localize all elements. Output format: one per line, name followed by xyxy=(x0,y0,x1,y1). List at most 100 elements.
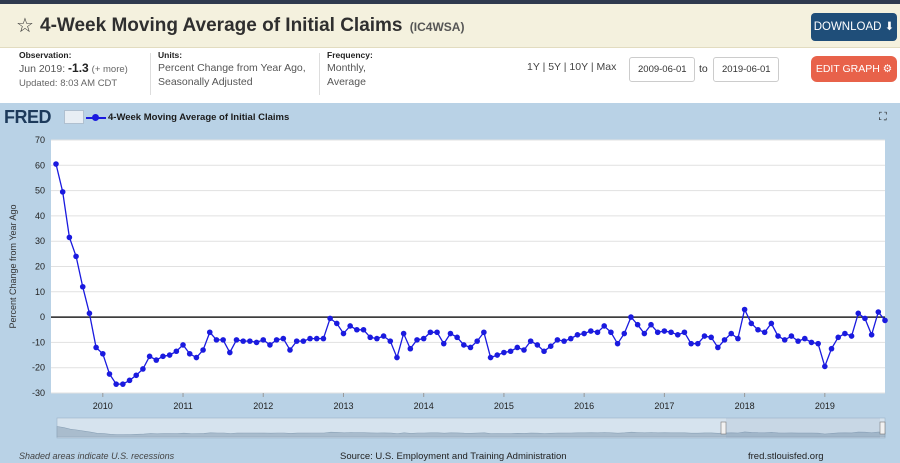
data-point xyxy=(788,333,795,339)
data-point xyxy=(434,329,440,336)
data-point xyxy=(59,189,66,195)
data-point xyxy=(206,329,213,336)
data-point xyxy=(86,310,93,317)
fullscreen-icon[interactable]: ⛶ xyxy=(879,111,887,123)
data-point xyxy=(668,329,674,336)
data-point xyxy=(313,335,320,342)
data-point xyxy=(541,348,547,355)
data-point xyxy=(467,344,474,351)
data-point xyxy=(227,349,233,356)
data-point xyxy=(474,338,480,344)
y-tick-label: 0 xyxy=(40,312,45,322)
data-point xyxy=(240,338,246,344)
start-date-input[interactable]: 2009-06-01 xyxy=(629,57,695,82)
star-icon[interactable]: ☆ xyxy=(16,15,34,37)
data-point xyxy=(327,315,333,322)
data-point xyxy=(106,371,113,377)
data-point xyxy=(755,326,761,333)
data-point xyxy=(842,330,848,337)
y-axis-label: Percent Change from Year Ago xyxy=(8,204,18,328)
data-point xyxy=(674,332,681,338)
data-point xyxy=(614,340,621,347)
navigator-right-handle[interactable] xyxy=(879,421,886,435)
frequency-line1: Monthly, xyxy=(327,62,366,74)
data-point xyxy=(514,344,521,351)
x-tick-label: 2010 xyxy=(93,401,113,411)
download-icon: ⬇ xyxy=(884,21,895,33)
data-point xyxy=(882,317,888,324)
x-tick-label: 2013 xyxy=(333,401,353,411)
to-label: to xyxy=(699,63,708,75)
data-point xyxy=(781,337,788,343)
data-point xyxy=(601,323,608,329)
data-point xyxy=(748,320,755,327)
observation-more-link[interactable]: (+ more) xyxy=(91,64,128,75)
data-point xyxy=(862,315,868,322)
x-tick-label: 2018 xyxy=(735,401,755,411)
data-point xyxy=(93,344,99,351)
data-point xyxy=(193,354,200,361)
data-point xyxy=(741,306,748,313)
edit-graph-button[interactable]: EDIT GRAPH ⚙ xyxy=(811,56,897,82)
data-point xyxy=(447,330,454,337)
data-point xyxy=(320,335,327,342)
data-point xyxy=(407,345,414,352)
observation-block: Observation: Jun 2019: -1.3 (+ more) Upd… xyxy=(19,50,147,100)
data-point xyxy=(173,348,180,355)
gear-icon: ⚙ xyxy=(882,63,893,75)
data-point xyxy=(66,234,73,241)
data-point xyxy=(140,366,146,372)
data-point xyxy=(661,328,668,334)
frequency-line2: Average xyxy=(327,76,366,88)
data-point xyxy=(574,332,581,338)
x-tick-label: 2017 xyxy=(654,401,674,411)
data-point xyxy=(233,337,240,343)
range-selector[interactable]: 1Y | 5Y | 10Y | Max xyxy=(527,61,617,73)
end-date-input[interactable]: 2019-06-01 xyxy=(713,57,779,82)
legend-dot-swatch xyxy=(92,114,99,121)
data-point xyxy=(99,350,106,357)
x-tick-label: 2015 xyxy=(494,401,514,411)
data-point xyxy=(73,253,79,260)
data-point xyxy=(554,337,561,343)
x-tick-label: 2012 xyxy=(253,401,273,411)
data-point xyxy=(300,338,307,344)
x-tick-label: 2016 xyxy=(574,401,594,411)
observation-value: -1.3 xyxy=(68,61,89,75)
data-point xyxy=(146,353,153,360)
data-point xyxy=(534,342,541,348)
data-point xyxy=(567,335,574,342)
data-point xyxy=(721,337,728,343)
data-point xyxy=(494,352,501,358)
observation-date: Jun 2019: xyxy=(19,63,66,75)
data-point xyxy=(367,334,374,341)
data-point xyxy=(634,321,641,328)
data-point xyxy=(507,348,514,355)
legend-series-name: 4-Week Moving Average of Initial Claims xyxy=(108,112,290,123)
data-point xyxy=(280,335,287,342)
data-point xyxy=(715,344,721,351)
download-button[interactable]: DOWNLOAD ⬇ xyxy=(811,13,897,41)
data-point xyxy=(253,339,260,346)
frequency-block: Frequency: Monthly, Average xyxy=(327,50,397,100)
data-point xyxy=(654,329,661,336)
data-point xyxy=(79,283,86,290)
site-link[interactable]: fred.stlouisfed.org xyxy=(748,451,824,462)
data-point xyxy=(153,357,160,363)
data-point xyxy=(113,381,119,387)
x-tick-label: 2019 xyxy=(815,401,835,411)
data-point xyxy=(133,372,140,379)
data-point xyxy=(340,330,347,337)
data-point xyxy=(581,330,587,337)
units-line2: Seasonally Adjusted xyxy=(158,76,253,88)
divider xyxy=(319,53,320,95)
navigator-left-handle[interactable] xyxy=(720,421,727,435)
data-point xyxy=(708,334,714,341)
data-point xyxy=(621,330,628,337)
data-point xyxy=(527,338,534,344)
data-point xyxy=(521,347,527,353)
updated-text: Updated: 8:03 AM CDT xyxy=(19,78,118,89)
data-point xyxy=(801,335,808,342)
title-text: 4-Week Moving Average of Initial Claims xyxy=(40,15,403,36)
data-point xyxy=(333,320,340,327)
